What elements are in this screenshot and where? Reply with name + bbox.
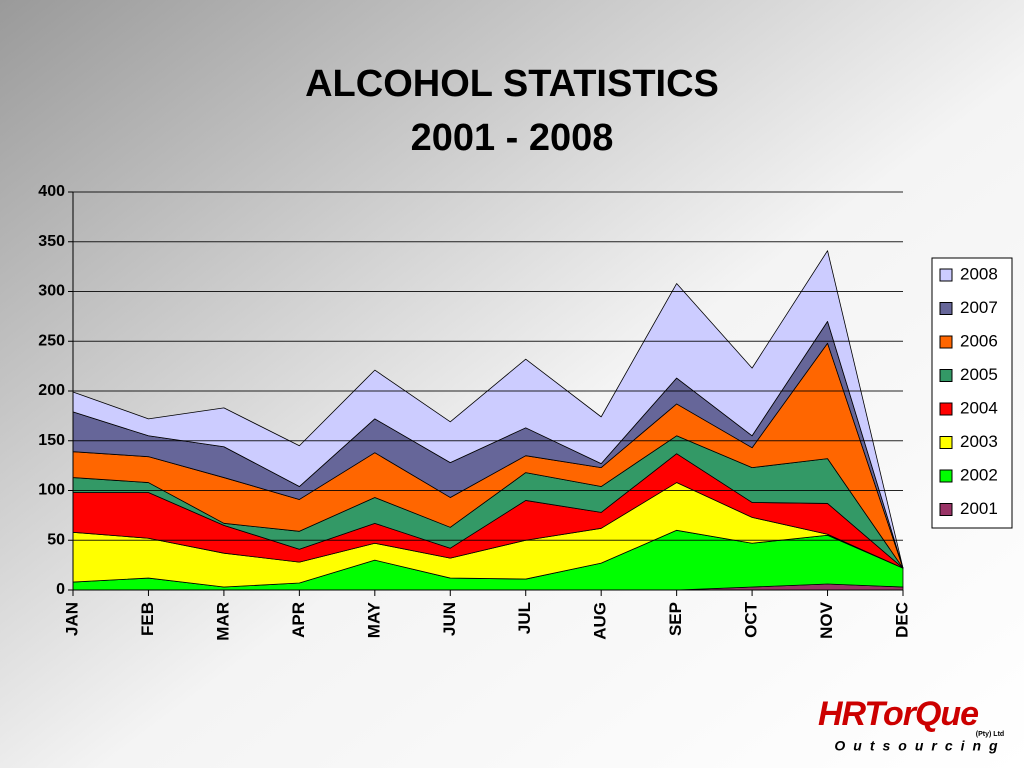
legend-swatch xyxy=(939,469,953,483)
area xyxy=(72,250,904,569)
x-tick-label: FEB xyxy=(138,602,157,636)
legend-swatch xyxy=(939,335,953,349)
x-tick-label: MAR xyxy=(213,602,232,641)
y-tick-label: 0 xyxy=(56,581,65,598)
legend-swatch xyxy=(939,436,953,449)
x-tick-label: JUL xyxy=(515,602,534,634)
legend-swatch xyxy=(939,268,953,282)
legend-label: 2008 xyxy=(960,264,998,283)
y-tick-label: 250 xyxy=(38,332,65,349)
x-tick-label: DEC xyxy=(892,602,911,638)
x-tick-label: SEP xyxy=(666,602,685,636)
x-tick-label: AUG xyxy=(591,602,610,640)
y-tick-label: 200 xyxy=(38,382,65,399)
y-tick-label: 50 xyxy=(47,531,65,548)
logo-tagline: Outsourcing xyxy=(834,738,1005,754)
legend-swatch xyxy=(939,302,953,315)
legend-label: 2002 xyxy=(960,465,998,484)
y-tick-label: 100 xyxy=(38,482,65,499)
logo: HRTorQue Outsourcing (Pty) Ltd xyxy=(818,695,1005,754)
x-tick-label: NOV xyxy=(817,601,836,639)
y-tick-label: 350 xyxy=(38,233,65,250)
legend-label: 2003 xyxy=(960,432,998,451)
legend-label: 2006 xyxy=(960,331,998,350)
x-tick-label: APR xyxy=(289,602,308,638)
legend-label: 2005 xyxy=(960,365,998,384)
legend-label: 2007 xyxy=(960,298,998,317)
x-tick-label: OCT xyxy=(742,601,761,638)
logo-suffix: (Pty) Ltd xyxy=(976,731,1004,738)
x-tick-label: MAY xyxy=(364,601,383,638)
y-tick-label: 150 xyxy=(38,432,65,449)
chart-subtitle: 2001 - 2008 xyxy=(411,117,614,159)
x-tick-label: JAN xyxy=(62,602,81,636)
legend-swatch xyxy=(939,503,953,516)
y-tick-label: 400 xyxy=(38,183,65,200)
legend-label: 2001 xyxy=(960,499,998,518)
x-tick-label: JUN xyxy=(440,602,459,636)
legend-swatch xyxy=(939,369,953,382)
chart-title: ALCOHOL STATISTICS xyxy=(305,63,719,105)
logo-name: HRTorQue xyxy=(818,695,978,733)
legend-label: 2004 xyxy=(960,398,998,417)
legend-swatch xyxy=(939,402,953,416)
y-tick-label: 300 xyxy=(38,283,65,300)
